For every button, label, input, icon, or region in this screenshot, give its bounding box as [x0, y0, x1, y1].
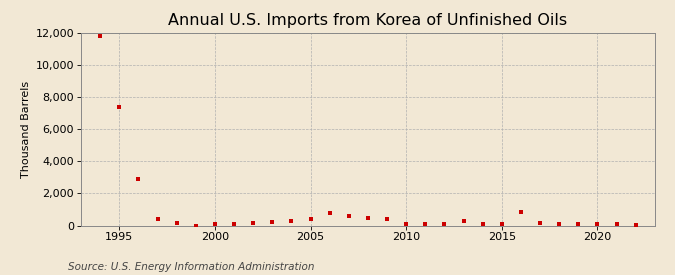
Point [496, 222, 507, 226]
Point [439, 222, 450, 226]
Point [573, 222, 584, 226]
Point [190, 223, 201, 228]
Point [458, 218, 469, 223]
Text: Source: U.S. Energy Information Administration: Source: U.S. Energy Information Administ… [68, 262, 314, 272]
Point [535, 221, 545, 226]
Point [401, 222, 412, 226]
Point [229, 221, 240, 226]
Title: Annual U.S. Imports from Korea of Unfinished Oils: Annual U.S. Imports from Korea of Unfini… [168, 13, 568, 28]
Point [152, 217, 163, 221]
Point [592, 222, 603, 226]
Point [209, 222, 220, 226]
Point [95, 34, 105, 39]
Point [324, 211, 335, 216]
Point [286, 219, 297, 223]
Point [554, 222, 564, 226]
Point [114, 104, 125, 109]
Point [630, 222, 641, 227]
Point [305, 217, 316, 221]
Point [133, 177, 144, 181]
Point [420, 222, 431, 226]
Point [477, 222, 488, 226]
Y-axis label: Thousand Barrels: Thousand Barrels [22, 81, 31, 178]
Point [248, 220, 259, 225]
Point [362, 216, 373, 221]
Point [267, 220, 277, 224]
Point [381, 217, 392, 222]
Point [516, 210, 526, 214]
Point [171, 220, 182, 225]
Point [344, 214, 354, 218]
Point [611, 222, 622, 226]
